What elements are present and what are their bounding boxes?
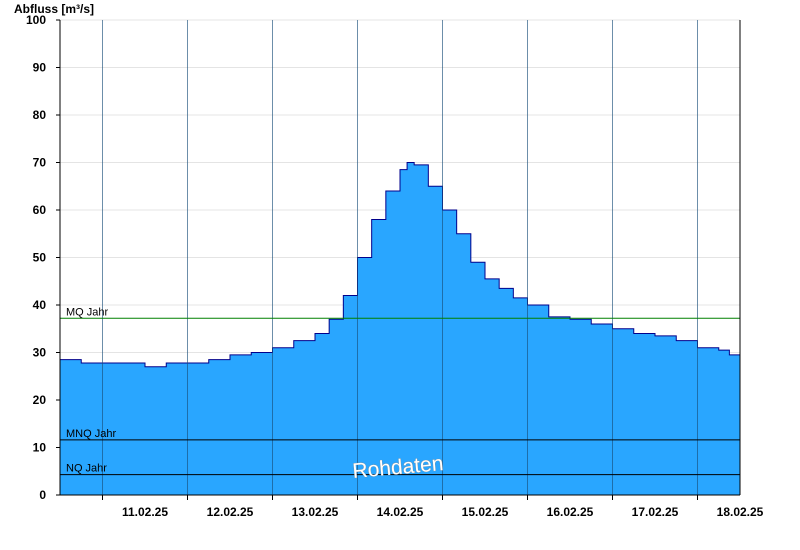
- y-axis-label: Abfluss [m³/s]: [14, 2, 94, 16]
- day-separator-lines: [102, 20, 698, 495]
- reference-line-label: MNQ Jahr: [66, 428, 116, 440]
- x-tick-label: 14.02.25: [377, 505, 424, 519]
- discharge-area: [60, 162, 740, 495]
- y-tick-label: 60: [33, 203, 47, 217]
- x-tick-label: 12.02.25: [207, 505, 254, 519]
- x-tick-label: 15.02.25: [462, 505, 509, 519]
- y-tick-label: 20: [33, 393, 47, 407]
- x-tick-label: 16.02.25: [547, 505, 594, 519]
- y-tick-label: 80: [33, 108, 47, 122]
- x-tick-label: 11.02.25: [122, 505, 168, 519]
- discharge-area-fill: [60, 162, 740, 495]
- y-tick-label: 50: [33, 251, 47, 265]
- y-tick-label: 70: [33, 156, 47, 170]
- discharge-line: [60, 162, 740, 368]
- y-tick-label: 40: [33, 298, 47, 312]
- x-tick-label: 17.02.25: [632, 505, 679, 519]
- y-tick-label: 90: [33, 61, 47, 75]
- x-axis-ticks: 11.02.25 12.02.25 13.02.25 14.02.25 15.02.25…: [102, 495, 764, 519]
- y-tick-label: 10: [33, 441, 47, 455]
- y-tick-label: 0: [39, 488, 46, 502]
- y-tick-label: 100: [26, 13, 46, 27]
- reference-line-label: NQ Jahr: [66, 463, 107, 475]
- y-axis-ticks: 0 10 20 30 40 50 60 70 80 90 100: [26, 13, 60, 502]
- y-tick-label: 30: [33, 346, 47, 360]
- reference-line-label: MQ Jahr: [66, 306, 109, 318]
- x-tick-label: 18.02.25: [717, 505, 764, 519]
- x-tick-label: 13.02.25: [292, 505, 339, 519]
- reference-lines: MQ Jahr MNQ Jahr NQ Jahr: [60, 306, 740, 476]
